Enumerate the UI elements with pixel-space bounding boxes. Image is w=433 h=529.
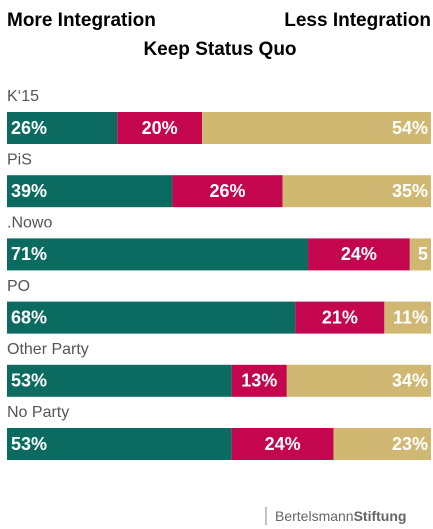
- value-label: 23%: [392, 434, 428, 454]
- bar-segment: [7, 112, 118, 144]
- category-label: Other Party: [7, 341, 89, 358]
- value-label: 54%: [392, 118, 428, 138]
- bar-segment: [172, 175, 283, 208]
- value-label: 13%: [241, 371, 277, 391]
- value-label: 35%: [392, 181, 428, 201]
- legend-entry: Less Integration: [284, 10, 431, 31]
- bar-segment: [286, 364, 431, 397]
- value-label: 24%: [341, 244, 377, 264]
- value-label: 26%: [11, 118, 47, 138]
- category-label: .Nowo: [7, 215, 52, 232]
- value-label: 24%: [265, 434, 301, 454]
- category-label: PO: [7, 278, 30, 295]
- category-label: No Party: [7, 404, 69, 421]
- value-label: 53%: [11, 371, 47, 391]
- category-label: PiS: [7, 151, 32, 168]
- value-label: 11%: [393, 307, 428, 327]
- value-label: 26%: [209, 181, 245, 201]
- bar-segment: [231, 428, 334, 460]
- value-label: 20%: [142, 118, 178, 138]
- bar-segment: [409, 238, 431, 271]
- bar-segment: [295, 301, 385, 334]
- bar-segment: [333, 428, 431, 460]
- bar-segment: [7, 238, 309, 271]
- bar-segment: [202, 112, 431, 144]
- bar-segment: [7, 175, 173, 208]
- bar-segment: [117, 112, 203, 144]
- bar-segment: [231, 364, 287, 397]
- bar-segment: [282, 175, 431, 208]
- value-label: 39%: [11, 181, 47, 201]
- category-label: K‘15: [7, 88, 39, 105]
- legend-entry: Keep Status Quo: [143, 39, 296, 60]
- bar-segment: [7, 428, 232, 460]
- value-label: 53%: [11, 434, 47, 454]
- legend-entry: More Integration: [7, 10, 156, 31]
- value-label: 68%: [11, 307, 47, 327]
- value-label: 34%: [392, 371, 428, 391]
- value-label: 21%: [322, 307, 358, 327]
- value-label: 71%: [11, 244, 47, 264]
- bar-segment: [384, 301, 431, 334]
- bar-segment: [7, 301, 296, 334]
- bar-segment: [7, 364, 232, 397]
- footer-brand: BertelsmannStiftung: [275, 508, 406, 524]
- bar-segment: [308, 238, 410, 271]
- value-label: 5: [418, 244, 428, 264]
